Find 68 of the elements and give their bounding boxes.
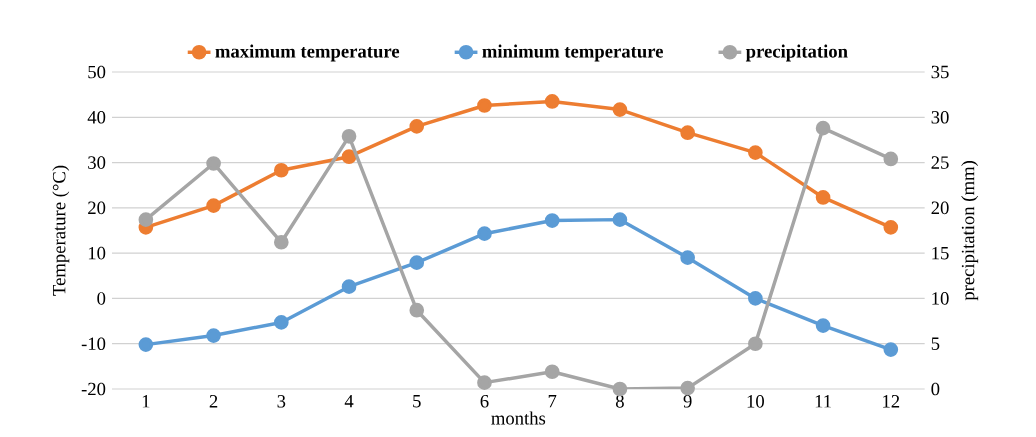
- y2-tick-label: 25: [931, 156, 949, 169]
- point: [409, 302, 425, 318]
- point: [748, 145, 763, 160]
- point: [612, 102, 628, 117]
- point: [273, 234, 289, 250]
- point: [612, 212, 628, 227]
- point: [273, 162, 289, 178]
- x-tick-label: 9: [683, 395, 692, 408]
- point: [815, 318, 831, 333]
- point: [544, 213, 560, 228]
- x-tick-label: 4: [344, 395, 354, 408]
- x-tick-label: 12: [883, 395, 900, 408]
- y2-tick-label: 10: [932, 292, 949, 305]
- y2-axis-title: precipitation (mm): [961, 161, 979, 301]
- point: [883, 342, 899, 357]
- y-tick-label: 10: [88, 246, 106, 260]
- point: [748, 336, 763, 352]
- x-tick-label: 10: [747, 395, 764, 408]
- x-tick-label: 5: [413, 395, 421, 408]
- point: [815, 120, 831, 136]
- point: [680, 250, 695, 266]
- point: [612, 381, 628, 397]
- y-tick-label: 30: [88, 156, 106, 169]
- legend-label: minimum temperature: [482, 44, 663, 62]
- point: [409, 255, 425, 270]
- y2-tick-label: 0: [931, 382, 940, 396]
- x-tick-label: 7: [548, 395, 557, 408]
- legend-label: maximum temperature: [215, 44, 400, 62]
- point: [680, 125, 695, 141]
- y-tick-label: -10: [81, 337, 106, 351]
- point: [409, 119, 425, 134]
- x-tick-label: 1: [142, 395, 150, 408]
- y2-tick-label: 30: [931, 110, 949, 124]
- point: [477, 226, 492, 242]
- point: [206, 156, 221, 171]
- y2-tick-label: 20: [931, 201, 949, 215]
- point: [477, 98, 492, 113]
- point: [341, 149, 357, 165]
- x-tick-label: 6: [480, 395, 489, 408]
- point: [544, 364, 560, 380]
- y-tick-label: 0: [97, 292, 106, 305]
- point: [477, 375, 492, 390]
- point: [748, 291, 763, 306]
- point: [815, 190, 831, 205]
- point: [544, 94, 560, 109]
- y-axis-title: Temperature (°C): [52, 165, 70, 296]
- point: [680, 380, 695, 396]
- point: [138, 212, 154, 227]
- y-tick-label: 50: [88, 65, 106, 79]
- point: [341, 128, 357, 144]
- y2-tick-label: 15: [932, 246, 949, 260]
- x-tick-label: 11: [815, 395, 831, 408]
- x-axis-title: months: [491, 411, 546, 425]
- point: [206, 328, 221, 343]
- point: [883, 151, 899, 167]
- y2-tick-label: 35: [931, 65, 949, 79]
- point: [273, 315, 289, 330]
- legend-label: precipitation: [745, 44, 848, 62]
- y2-tick-label: 5: [931, 337, 940, 350]
- point: [206, 198, 221, 213]
- point: [138, 337, 154, 352]
- y-tick-label: 20: [88, 201, 106, 215]
- x-tick-label: 2: [209, 395, 218, 408]
- point: [883, 220, 899, 235]
- x-tick-label: 3: [277, 395, 286, 408]
- point: [341, 279, 357, 294]
- y-tick-label: 40: [87, 110, 106, 124]
- y-tick-label: -20: [81, 382, 106, 396]
